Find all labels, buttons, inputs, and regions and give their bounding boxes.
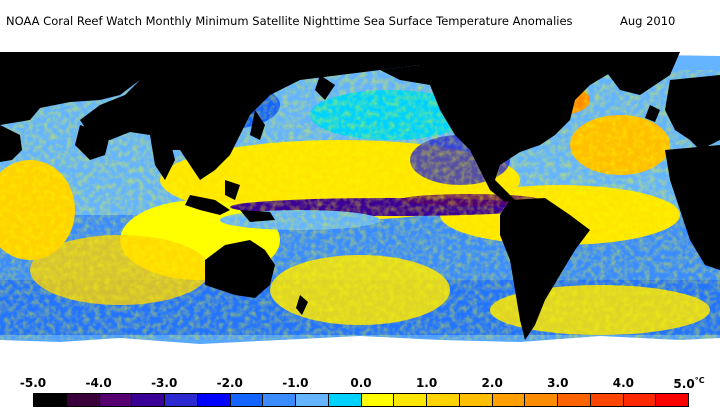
- colorbar-swatch: [427, 394, 460, 406]
- tick-value: -5.0: [19, 376, 47, 390]
- new-zealand: [296, 295, 308, 315]
- antarctic-ice: [0, 336, 720, 373]
- colorbar-tick-label: 2.0: [482, 376, 503, 390]
- colorbar-swatch: [623, 394, 657, 406]
- map-title: NOAA Coral Reef Watch Monthly Minimum Sa…: [0, 14, 720, 32]
- colorbar-swatch: [328, 394, 362, 406]
- tick-value: 4.0: [612, 376, 635, 390]
- colorbar-swatch: [66, 394, 100, 406]
- tick-value: -1.0: [282, 376, 309, 390]
- sst-anomaly-map: [0, 40, 720, 373]
- colorbar-tick-label: 0.0: [350, 376, 371, 390]
- title-text: NOAA Coral Reef Watch Monthly Minimum Sa…: [6, 14, 573, 28]
- tick-value: -3.0: [151, 376, 178, 390]
- units-label: °C: [694, 376, 705, 385]
- japan: [250, 110, 265, 140]
- colorbar-tick-label: 1.0: [416, 376, 437, 390]
- colorbar-swatch: [558, 394, 591, 406]
- colorbar-swatch: [525, 394, 558, 406]
- date-label: Aug 2010: [620, 14, 676, 28]
- tick-value: 2.0: [481, 376, 503, 390]
- tick-value: 0.0: [350, 376, 372, 390]
- tick-value: 3.0: [547, 376, 569, 390]
- colorbar-swatch: [394, 394, 427, 406]
- colorbar-tick-label: -1.0: [282, 376, 308, 390]
- colorbar-swatch: [197, 394, 231, 406]
- colorbar-swatch: [590, 394, 624, 406]
- colorbar-swatch: [459, 394, 493, 406]
- colorbar-swatch: [263, 394, 296, 406]
- colorbar-swatch: [656, 394, 688, 406]
- africa-west: [665, 145, 720, 270]
- europe-east: [665, 75, 720, 150]
- kamchatka: [315, 75, 335, 100]
- colorbar-tick-label: 3.0: [547, 376, 568, 390]
- south-america: [500, 198, 590, 340]
- land-masses: [0, 52, 720, 340]
- colorbar-tick-label: -5.0: [20, 376, 46, 390]
- colorbar-tick-label: 5.0°C: [673, 376, 704, 391]
- colorbar-tick-label: -2.0: [217, 376, 243, 390]
- colorbar-swatch: [165, 394, 198, 406]
- colorbar-swatch: [492, 394, 526, 406]
- tick-value: 1.0: [415, 376, 438, 390]
- colorbar: [33, 393, 689, 407]
- colorbar-swatch: [132, 394, 165, 406]
- colorbar-tick-label: 4.0: [613, 376, 634, 390]
- africa: [0, 125, 22, 162]
- colorbar-swatch: [34, 394, 67, 406]
- australia: [205, 240, 275, 298]
- colorbar-swatch: [99, 394, 133, 406]
- colorbar-swatch: [296, 394, 329, 406]
- maritime-continent: [185, 180, 275, 222]
- greenland: [590, 52, 680, 95]
- colorbar-ticks: -5.0 -4.0 -3.0 -2.0 -1.0 0.0 1.0 2.0 3.0 4.0 5.0°C: [0, 376, 720, 392]
- colorbar-swatch: [361, 394, 395, 406]
- tick-value: -4.0: [85, 376, 112, 390]
- central-america: [480, 170, 515, 202]
- north-america: [380, 52, 615, 180]
- arabia: [75, 125, 110, 160]
- tick-value: 5.0: [673, 377, 695, 391]
- tick-value: -2.0: [216, 376, 243, 390]
- uk: [645, 105, 660, 122]
- colorbar-tick-label: -3.0: [151, 376, 177, 390]
- colorbar-swatch: [230, 394, 264, 406]
- india: [150, 135, 175, 180]
- colorbar-tick-label: -4.0: [85, 376, 111, 390]
- africa-europe-west: [0, 52, 175, 125]
